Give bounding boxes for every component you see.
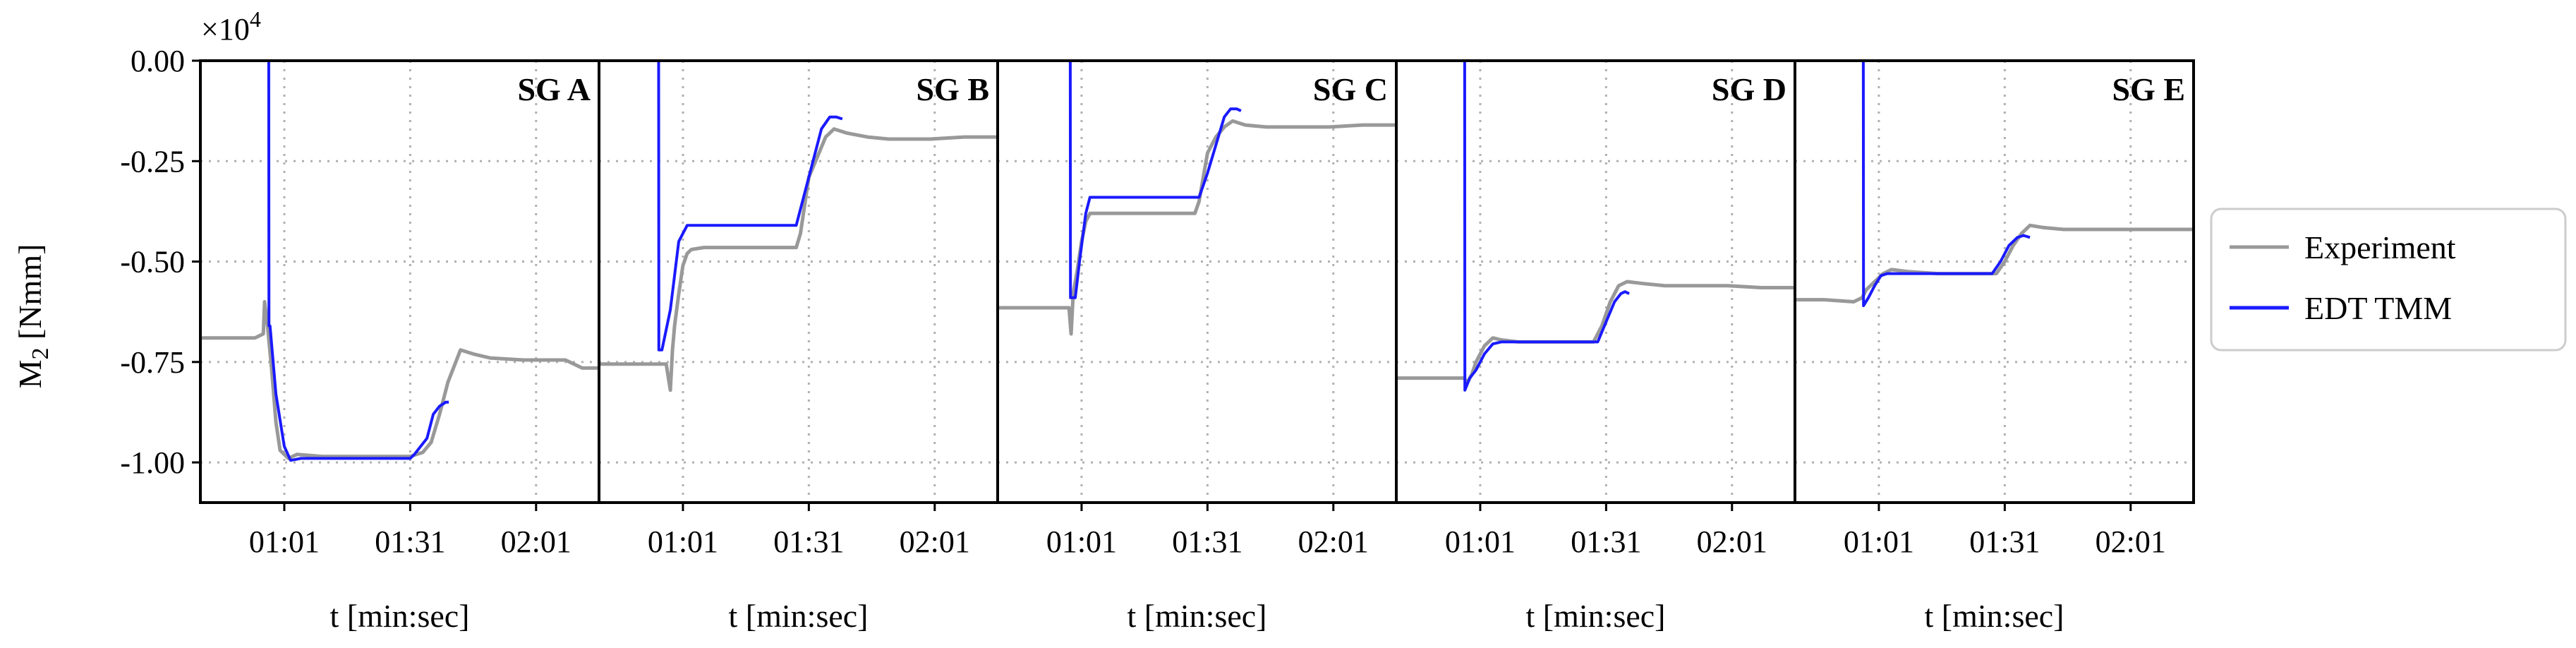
x-tick-label: 01:01 (1844, 524, 1914, 559)
panel-frame (1794, 59, 2195, 504)
panel-title: SG A (517, 71, 591, 107)
panel-sg-b: 01:01 01:31 02:01 t [min:sec] SG B (598, 59, 999, 634)
experiment-series-line (998, 119, 1396, 336)
y-multiplier: ×104 (201, 6, 261, 47)
legend-edt-tmm-label: EDT TMM (2304, 290, 2452, 326)
x-tick-label: 01:01 (1445, 524, 1516, 559)
panel-frame (1395, 59, 1796, 504)
y-tick-label: -0.25 (120, 144, 185, 179)
y-axis-label-unit: [Nmm] (12, 244, 48, 348)
experiment-series-line (1795, 223, 2194, 304)
panel-title: SG D (1712, 71, 1786, 107)
legend-box (2210, 208, 2567, 352)
edt-tmm-series-line (1068, 61, 1242, 299)
panel-sg-e: 01:01 01:31 02:01 t [min:sec] SG E (1794, 59, 2195, 634)
panel-sg-a: 01:01 01:31 02:01 t [min:sec] SG A (199, 59, 600, 634)
edt-tmm-series-line (1463, 61, 1630, 392)
x-tick-label: 01:01 (648, 524, 718, 559)
panel-title: SG B (916, 71, 989, 107)
y-axis-label-sub: 2 (28, 348, 54, 360)
y-axis-label: M2 [Nmm] (12, 244, 54, 389)
x-tick-label: 02:01 (900, 524, 970, 559)
y-tick-label: -1.00 (120, 445, 185, 480)
edt-tmm-series-line (1861, 61, 2031, 308)
x-tick-label: 02:01 (1298, 524, 1369, 559)
legend: Experiment EDT TMM (2210, 208, 2567, 352)
x-tick-label: 02:01 (501, 524, 572, 559)
panel-frame (199, 59, 600, 504)
panel-title: SG C (1313, 71, 1388, 107)
panel-title: SG E (2112, 71, 2185, 107)
x-tick-label: 01:31 (375, 524, 445, 559)
y-tick-label: 0.00 (131, 44, 185, 78)
y-tick-label: -0.50 (120, 245, 185, 280)
edt-tmm-series-line (267, 61, 449, 462)
experiment-series-line (200, 300, 599, 460)
x-axis-label: t [min:sec] (1127, 598, 1267, 634)
legend-experiment-label: Experiment (2304, 229, 2456, 265)
edt-tmm-series-line (657, 61, 843, 352)
y-axis-label-main: M (12, 360, 48, 389)
x-tick-label: 02:01 (1697, 524, 1767, 559)
experiment-series-line (1396, 280, 1795, 384)
x-tick-label: 01:01 (1046, 524, 1117, 559)
x-axis-label: t [min:sec] (729, 598, 869, 634)
y-multiplier-base: ×10 (201, 12, 250, 47)
x-axis-label: t [min:sec] (1925, 598, 2064, 634)
y-tick-labels: 0.00 -0.25 -0.50 -0.75 -1.00 (120, 44, 200, 480)
x-axis-label: t [min:sec] (330, 598, 470, 634)
y-tick-label: -0.75 (120, 345, 185, 380)
x-tick-label: 01:31 (1172, 524, 1242, 559)
x-axis-label: t [min:sec] (1526, 598, 1666, 634)
panel-sg-d: 01:01 01:31 02:01 t [min:sec] SG D (1395, 59, 1796, 634)
x-tick-label: 01:01 (249, 524, 320, 559)
panel-sg-c: 01:01 01:31 02:01 t [min:sec] SG C (996, 59, 1398, 634)
x-tick-label: 02:01 (2096, 524, 2166, 559)
x-tick-label: 01:31 (1969, 524, 2040, 559)
x-tick-label: 01:31 (1571, 524, 1641, 559)
panels: 01:01 01:31 02:01 t [min:sec] SG A 01:01 01:31… (199, 59, 2195, 634)
y-multiplier-exp: 4 (250, 6, 261, 32)
x-tick-label: 01:31 (773, 524, 844, 559)
experiment-series-line (599, 127, 998, 392)
